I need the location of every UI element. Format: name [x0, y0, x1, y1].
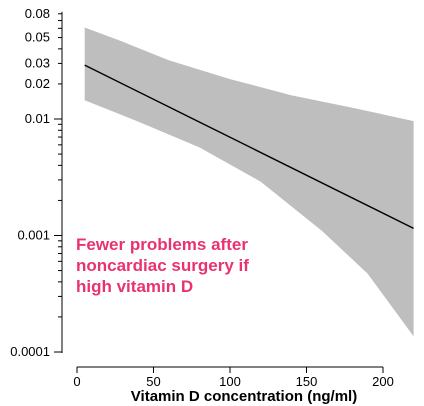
axes-layer: 0.08 0.05 0.03 0.02 0.01 0.001 0.0001 0 50 100 150…: [10, 6, 394, 389]
annotation-layer: Fewer problems after noncardiac surgery …: [76, 235, 249, 296]
annotation-line-3: high vitamin D: [76, 277, 193, 296]
x-tick-label-0: 0: [73, 374, 80, 389]
x-tick-label-3: 150: [296, 374, 318, 389]
y-tick-label-2: 0.03: [25, 55, 50, 70]
annotation-line-2: noncardiac surgery if: [76, 256, 249, 275]
y-tick-label-5: 0.001: [17, 228, 50, 243]
x-axis-title: Vitamin D concentration (ng/ml): [131, 388, 357, 405]
confidence-band: [84, 27, 414, 337]
line-layer: [84, 64, 414, 230]
y-tick-label-6: 0.0001: [10, 344, 50, 359]
fit-line-0: [84, 64, 414, 230]
y-tick-label-0: 0.08: [25, 6, 50, 21]
x-tick-label-2: 100: [219, 374, 241, 389]
y-tick-label-4: 0.01: [25, 111, 50, 126]
x-tick-label-1: 50: [146, 374, 160, 389]
x-tick-label-4: 200: [372, 374, 394, 389]
annotation-line-1: Fewer problems after: [76, 235, 248, 254]
y-tick-label-1: 0.05: [25, 30, 50, 45]
confidence-band-layer: [84, 27, 414, 337]
y-tick-label-3: 0.02: [25, 76, 50, 91]
